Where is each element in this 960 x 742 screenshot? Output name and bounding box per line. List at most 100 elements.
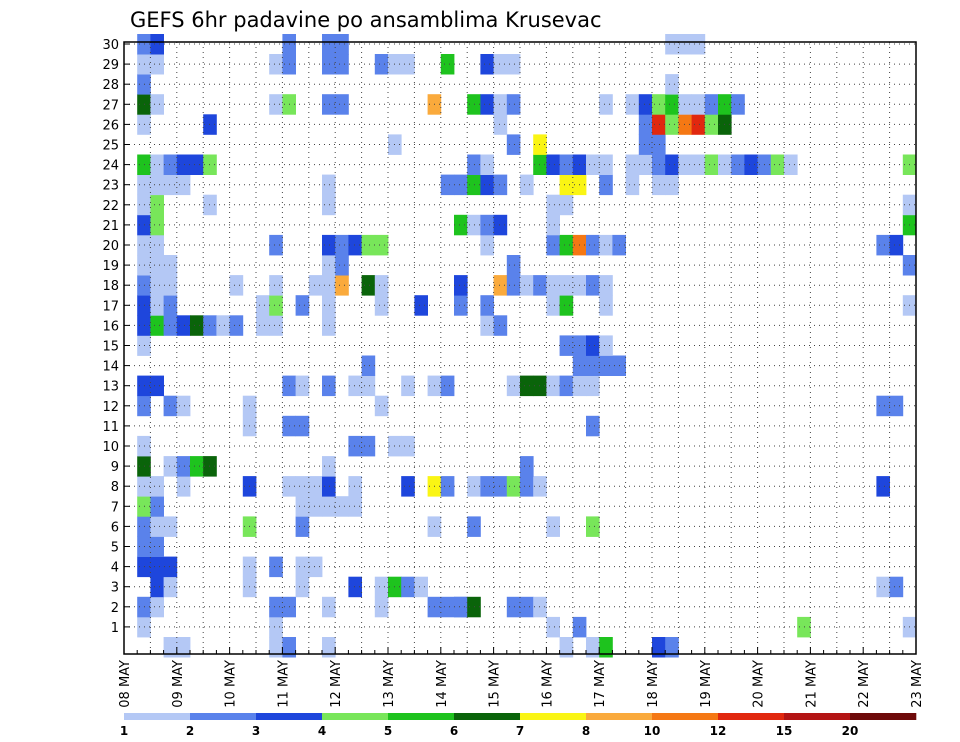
heatmap-cell <box>176 637 191 658</box>
heatmap-cell <box>546 194 560 216</box>
heatmap-cell <box>361 275 376 296</box>
heatmap-cell <box>520 456 534 477</box>
heatmap-cell <box>176 476 191 497</box>
plot-frame <box>123 41 917 655</box>
heatmap-cell <box>269 295 283 316</box>
heatmap-cell <box>322 375 336 397</box>
colorbar-swatch <box>454 713 521 720</box>
heatmap-cell <box>176 456 191 477</box>
heatmap-cell <box>150 34 164 55</box>
heatmap-cell <box>322 94 336 115</box>
heatmap-cell <box>678 34 692 55</box>
heatmap-cell <box>665 34 679 55</box>
heatmap-cell <box>638 94 653 115</box>
colorbar-swatch <box>652 713 719 720</box>
heatmap-cell <box>401 435 415 457</box>
colorbar-swatch <box>586 713 653 720</box>
y-tick-label: 12 <box>102 400 119 415</box>
heatmap-cell <box>190 154 204 175</box>
heatmap-cell <box>348 234 362 256</box>
heatmap-cell <box>480 154 494 175</box>
heatmap-cell <box>163 295 178 316</box>
heatmap-cell <box>599 335 613 356</box>
heatmap-cell <box>163 556 178 578</box>
heatmap-cell <box>229 315 244 336</box>
y-tick-label: 24 <box>102 159 119 174</box>
heatmap-cell <box>506 275 521 296</box>
heatmap-cell <box>506 94 521 115</box>
heatmap-cell <box>546 214 560 236</box>
heatmap-cell <box>269 596 283 618</box>
heatmap-cell <box>652 174 666 196</box>
heatmap-cell <box>190 456 204 477</box>
heatmap-cell <box>163 637 178 658</box>
heatmap-cell <box>599 174 613 196</box>
y-tick-label: 26 <box>102 118 119 133</box>
heatmap-cell <box>361 234 376 256</box>
heatmap-cell <box>150 375 164 397</box>
heatmap-cell <box>480 54 494 75</box>
heatmap-cell <box>559 174 574 196</box>
heatmap-cell <box>322 234 336 256</box>
heatmap-cell <box>665 637 679 658</box>
heatmap-cell <box>176 315 191 336</box>
heatmap-cell <box>678 154 692 175</box>
heatmap-cell <box>150 516 164 537</box>
heatmap-cell <box>308 275 323 296</box>
heatmap-cell <box>493 174 508 196</box>
y-tick-label: 5 <box>111 541 119 556</box>
heatmap-cell <box>480 174 494 196</box>
heatmap-cell <box>176 174 191 196</box>
heatmap-cell <box>150 556 164 578</box>
heatmap-cell <box>506 134 521 155</box>
y-tick-label: 19 <box>102 259 119 274</box>
heatmap-cell <box>348 496 362 517</box>
heatmap-cell <box>150 315 164 336</box>
heatmap-cell <box>322 596 336 618</box>
x-tick-label: 16 MAY <box>540 660 555 708</box>
heatmap-cell <box>295 496 310 517</box>
heatmap-cell <box>150 496 164 517</box>
heatmap-cell <box>322 315 336 336</box>
heatmap-cell <box>599 275 613 296</box>
heatmap-cell <box>480 315 494 336</box>
heatmap-cell <box>374 275 389 296</box>
colorbar-swatch <box>322 713 389 720</box>
heatmap-cell <box>163 576 178 598</box>
heatmap-cell <box>586 275 600 296</box>
y-tick-label: 25 <box>102 139 119 154</box>
heatmap-cell <box>295 295 310 316</box>
x-tick-label: 22 MAY <box>857 660 872 708</box>
heatmap-cell <box>625 174 640 196</box>
x-tick-label: 10 MAY <box>224 660 239 708</box>
y-tick-label: 30 <box>102 38 119 53</box>
chart-title: GEFS 6hr padavine po ansamblima Krusevac <box>130 8 602 32</box>
heatmap-cell <box>559 637 574 658</box>
heatmap-cell <box>876 234 890 256</box>
heatmap-cell <box>665 94 679 115</box>
heatmap-cell <box>586 516 600 537</box>
heatmap-cell <box>150 596 164 618</box>
heatmap-cell <box>269 234 283 256</box>
heatmap-cell <box>638 154 653 175</box>
heatmap-cell <box>348 476 362 497</box>
heatmap-cell <box>322 194 336 216</box>
heatmap-cell <box>269 637 283 658</box>
heatmap-cell <box>348 435 362 457</box>
heatmap-cell <box>374 596 389 618</box>
heatmap-cell <box>335 234 349 256</box>
heatmap-cell <box>150 255 164 276</box>
heatmap-cell <box>150 214 164 236</box>
heatmap-cell <box>374 395 389 417</box>
heatmap-cell <box>704 94 719 115</box>
heatmap-cell <box>269 275 283 296</box>
heatmap-cell <box>599 234 613 256</box>
heatmap-cell <box>163 315 178 336</box>
colorbar-label: 10 <box>644 724 661 738</box>
heatmap-cell <box>335 54 349 75</box>
heatmap-cell <box>506 596 521 618</box>
heatmap-cell <box>401 476 415 497</box>
heatmap-cell <box>520 476 534 497</box>
heatmap-cell <box>361 435 376 457</box>
y-tick-label: 4 <box>111 561 119 576</box>
